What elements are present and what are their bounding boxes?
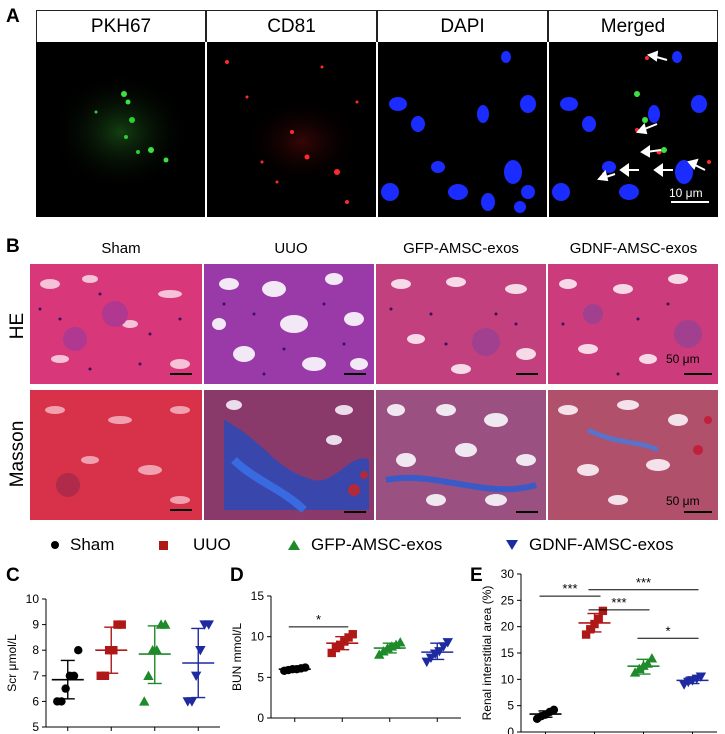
triangle-up-marker-icon bbox=[288, 540, 300, 550]
data-point bbox=[69, 671, 79, 680]
y-tick-label: 20 bbox=[501, 620, 515, 634]
data-point bbox=[160, 619, 171, 629]
y-tick-label: 0 bbox=[507, 725, 514, 734]
data-point bbox=[348, 630, 357, 639]
he-scale-label: 50 μm bbox=[666, 352, 700, 366]
legend-label: GDNF-AMSC-exos bbox=[529, 535, 674, 554]
he-gfp-micrograph bbox=[376, 264, 546, 384]
scr-chart: 5 6 7 8 9 10 Scr μmol/L bbox=[5, 592, 220, 734]
data-point bbox=[390, 639, 402, 649]
significance-label: *** bbox=[562, 581, 577, 596]
channel-header-dapi: DAPI bbox=[377, 10, 548, 42]
panel-c-letter: C bbox=[6, 565, 20, 586]
data-point bbox=[586, 625, 595, 634]
data-point bbox=[340, 637, 349, 646]
y-tick-label: 10 bbox=[26, 592, 40, 606]
data-point bbox=[581, 630, 591, 639]
significance-label: * bbox=[316, 612, 321, 627]
column-label-uuo: UUO bbox=[274, 240, 308, 257]
data-point bbox=[190, 671, 202, 681]
y-axis-label: Scr μmol/L bbox=[5, 634, 19, 692]
data-point bbox=[100, 671, 110, 680]
significance-label: *** bbox=[611, 595, 626, 610]
data-point bbox=[327, 648, 336, 658]
data-point bbox=[549, 705, 559, 715]
circle-marker-icon bbox=[51, 541, 59, 549]
pkh67-micrograph bbox=[36, 42, 205, 217]
data-point bbox=[139, 696, 150, 706]
significance-label: * bbox=[665, 623, 670, 638]
panel-e-letter: E bbox=[470, 565, 483, 586]
row-label-he: HE bbox=[7, 312, 28, 340]
data-point bbox=[442, 638, 453, 648]
y-tick-label: 15 bbox=[501, 646, 515, 660]
y-tick-label: 8 bbox=[32, 643, 39, 657]
channel-header-pkh67: PKH67 bbox=[36, 10, 206, 42]
dapi-micrograph bbox=[378, 42, 547, 217]
data-point bbox=[143, 670, 154, 680]
y-tick-label: 5 bbox=[257, 670, 264, 684]
square-marker-icon bbox=[159, 540, 168, 550]
data-point bbox=[395, 637, 406, 647]
data-point bbox=[301, 663, 310, 672]
channel-header-cd81: CD81 bbox=[206, 10, 377, 42]
masson-sham-micrograph bbox=[30, 390, 202, 520]
y-tick-label: 15 bbox=[251, 589, 265, 603]
y-axis-label: Renal interstitial area (%) bbox=[480, 586, 494, 721]
interstitial-area-chart: 0 5 10 15 20 25 30 Renal interstitial area (%) *… bbox=[480, 567, 717, 734]
data-point bbox=[117, 620, 126, 629]
legend-sham: Sham bbox=[50, 535, 114, 555]
column-label-sham: Sham bbox=[101, 240, 141, 257]
legend-label: GFP-AMSC-exos bbox=[311, 535, 443, 554]
y-tick-label: 10 bbox=[501, 672, 515, 686]
channel-header-merged: Merged bbox=[548, 10, 718, 42]
y-tick-label: 5 bbox=[32, 720, 39, 734]
panel-a-scale-label: 10 μm bbox=[669, 186, 703, 200]
panel-b-letter: B bbox=[6, 236, 20, 257]
panel-d-letter: D bbox=[230, 565, 244, 586]
data-point bbox=[203, 620, 214, 630]
data-point bbox=[344, 633, 353, 642]
data-point bbox=[186, 697, 198, 707]
y-tick-label: 10 bbox=[251, 630, 265, 644]
legend-gfp: GFP-AMSC-exos bbox=[287, 535, 442, 555]
legend-label: Sham bbox=[70, 535, 115, 554]
y-tick-label: 25 bbox=[501, 593, 515, 607]
column-label-gdnf: GDNF-AMSC-exos bbox=[569, 240, 698, 257]
data-point bbox=[195, 646, 206, 656]
y-tick-label: 5 bbox=[507, 699, 514, 713]
data-point bbox=[61, 684, 70, 693]
masson-gdnf-micrograph: 50 μm bbox=[548, 390, 718, 520]
y-tick-label: 0 bbox=[257, 711, 264, 725]
y-axis-label: BUN mmol/L bbox=[230, 623, 244, 691]
he-sham-micrograph bbox=[30, 264, 202, 384]
y-tick-label: 6 bbox=[32, 694, 39, 708]
cd81-micrograph bbox=[207, 42, 376, 217]
data-point bbox=[598, 606, 608, 616]
legend-label: UUO bbox=[193, 535, 231, 554]
y-tick-label: 30 bbox=[501, 567, 515, 581]
data-point bbox=[594, 614, 603, 623]
masson-uuo-micrograph bbox=[204, 390, 374, 520]
y-tick-label: 9 bbox=[32, 618, 39, 632]
legend-uuo: UUO bbox=[158, 535, 231, 555]
triangle-down-marker-icon bbox=[506, 540, 518, 550]
y-tick-label: 7 bbox=[32, 669, 39, 683]
masson-scale-label: 50 μm bbox=[666, 494, 700, 508]
he-uuo-micrograph bbox=[204, 264, 374, 384]
he-gdnf-micrograph: 50 μm bbox=[548, 264, 718, 384]
significance-label: *** bbox=[636, 575, 651, 590]
bun-chart: 0 5 10 15 BUN mmol/L * bbox=[230, 589, 461, 725]
masson-gfp-micrograph bbox=[376, 390, 546, 520]
row-label-masson: Masson bbox=[7, 420, 28, 488]
panel-a-letter: A bbox=[6, 6, 20, 27]
legend-gdnf: GDNF-AMSC-exos bbox=[505, 535, 674, 555]
data-point bbox=[695, 672, 707, 682]
column-label-gfp: GFP-AMSC-exos bbox=[403, 240, 519, 257]
merged-micrograph: 10 μm bbox=[549, 42, 718, 217]
data-point bbox=[74, 646, 83, 655]
data-point bbox=[646, 653, 658, 663]
